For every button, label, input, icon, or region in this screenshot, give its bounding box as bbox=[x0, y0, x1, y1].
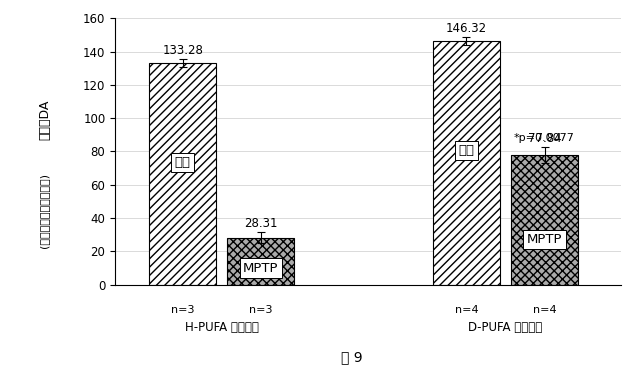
Text: *p=0.0077: *p=0.0077 bbox=[514, 134, 575, 143]
Text: 146.32: 146.32 bbox=[446, 22, 487, 35]
Text: MPTP: MPTP bbox=[243, 262, 278, 275]
Text: 生食: 生食 bbox=[458, 144, 474, 157]
Text: n=4: n=4 bbox=[532, 305, 556, 315]
Text: 図 9: 図 9 bbox=[341, 350, 363, 364]
Text: 28.31: 28.31 bbox=[244, 217, 277, 230]
Bar bbox=[149, 63, 216, 285]
Text: MPTP: MPTP bbox=[527, 233, 563, 246]
Text: D-PUFA コホート: D-PUFA コホート bbox=[468, 321, 543, 334]
Text: H-PUFA コホート: H-PUFA コホート bbox=[185, 321, 259, 334]
Text: n=3: n=3 bbox=[249, 305, 273, 315]
Bar bbox=[227, 238, 294, 285]
Text: n=4: n=4 bbox=[454, 305, 478, 315]
Text: (ｎｇ／ｍｇタンパク質): (ｎｇ／ｍｇタンパク質) bbox=[40, 173, 49, 247]
Text: 繊条体DA: 繊条体DA bbox=[38, 99, 51, 140]
Text: 77.84: 77.84 bbox=[528, 132, 561, 145]
Text: n=3: n=3 bbox=[171, 305, 195, 315]
Text: 133.28: 133.28 bbox=[162, 44, 203, 57]
Text: 生食: 生食 bbox=[175, 156, 191, 169]
Bar bbox=[433, 41, 500, 285]
Bar bbox=[511, 155, 578, 285]
